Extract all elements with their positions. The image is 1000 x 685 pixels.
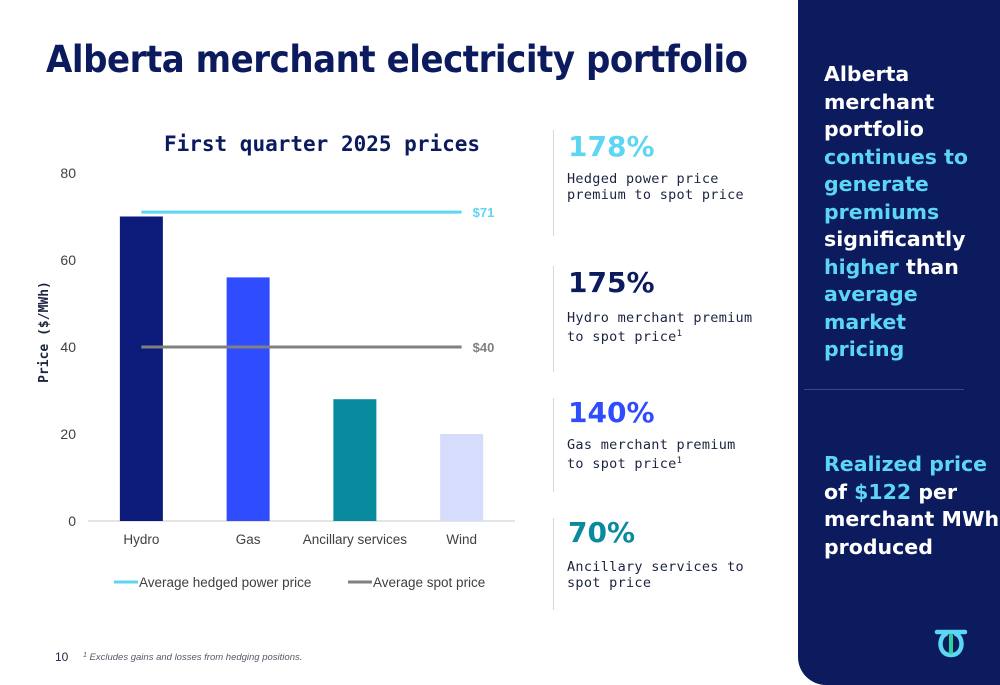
stat-value-hydro-premium: 175% xyxy=(568,266,655,299)
y-tick-label: 60 xyxy=(60,252,76,268)
x-tick-label: Gas xyxy=(236,532,261,547)
side-message-realized-price: Realized price of $122 per merchant MWh … xyxy=(824,452,1000,559)
stat-desc-hydro-premium: Hydro merchant premium to spot price1 xyxy=(567,310,753,345)
page-title: Alberta merchant electricity portfolio xyxy=(46,38,748,81)
company-logo-icon xyxy=(934,629,968,658)
y-tick-label: 40 xyxy=(60,339,76,355)
stat-divider xyxy=(553,130,554,236)
stat-divider xyxy=(553,266,554,372)
x-tick-label: Wind xyxy=(446,532,477,547)
bar-ancillary-services xyxy=(333,399,377,521)
page-number: 10 xyxy=(55,650,69,664)
legend-label: Average spot price xyxy=(373,575,485,590)
y-tick-label: 20 xyxy=(60,426,76,442)
stat-desc-hedged-premium: Hedged power price premium to spot price xyxy=(567,171,744,203)
x-tick-label: Ancillary services xyxy=(303,532,408,547)
stat-value-ancillary-premium: 70% xyxy=(568,516,636,549)
legend-label: Average hedged power price xyxy=(139,575,311,590)
y-tick-label: 0 xyxy=(68,513,76,529)
bar-hydro xyxy=(119,216,163,521)
ref-line-label: $40 xyxy=(473,340,495,355)
bar-wind xyxy=(440,434,484,521)
side-panel: Alberta merchant portfolio continues to … xyxy=(798,0,1000,685)
stat-desc-gas-premium: Gas merchant premium to spot price1 xyxy=(567,437,736,472)
stat-desc-ancillary-premium: Ancillary services to spot price xyxy=(567,559,744,591)
y-tick-label: 80 xyxy=(60,165,76,181)
footnote: 1 Excludes gains and losses from hedging… xyxy=(83,652,303,663)
stat-value-gas-premium: 140% xyxy=(568,396,655,429)
stat-divider xyxy=(553,398,554,492)
chart-title: First quarter 2025 prices xyxy=(164,132,480,156)
stat-value-hedged-premium: 178% xyxy=(568,130,655,163)
side-message-portfolio: Alberta merchant portfolio continues to … xyxy=(824,62,968,361)
side-divider xyxy=(804,389,964,390)
y-axis-label: Price ($/MWh) xyxy=(37,281,52,383)
bar-gas xyxy=(226,277,270,521)
ref-line-label: $71 xyxy=(473,205,495,220)
stat-divider xyxy=(553,518,554,610)
x-tick-label: Hydro xyxy=(123,532,159,547)
bar-chart: First quarter 2025 prices 0 20 40 60 80 Price … xyxy=(37,132,515,590)
